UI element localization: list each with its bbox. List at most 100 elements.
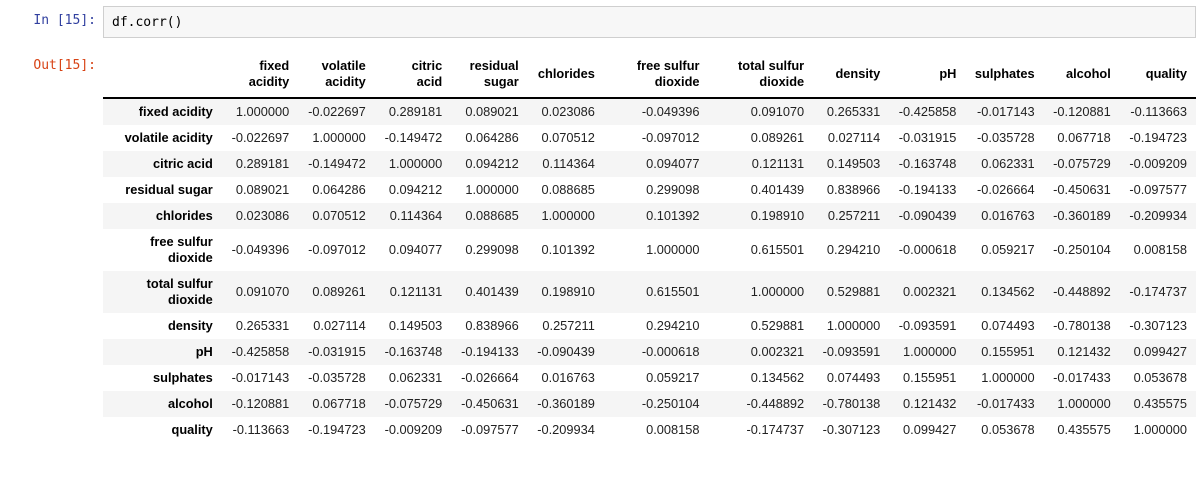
column-header-label: sulphates — [974, 66, 1035, 81]
table-cell: 0.059217 — [646, 370, 700, 385]
table-cell: -0.017433 — [1053, 370, 1111, 385]
table-cell: -0.017143 — [231, 370, 290, 385]
table-cell: 0.062331 — [388, 370, 443, 385]
table-cell: -0.194723 — [308, 422, 366, 437]
row-label-text: volatile acidity — [124, 130, 213, 145]
table-cell: 0.615501 — [750, 242, 805, 257]
row-label: quality — [103, 417, 222, 443]
output-prompt: Out[15]: — [33, 58, 96, 73]
table-cell: 1.000000 — [981, 370, 1035, 385]
code-editor[interactable]: df.corr() — [103, 6, 1196, 38]
table-cell: 0.101392 — [646, 208, 700, 223]
table-row: sulphates -0.017143 -0.035728 0.062331 -0.02… — [103, 365, 1196, 391]
row-label-text: total sulfur dioxide — [146, 276, 213, 307]
table-cell: 0.059217 — [981, 242, 1035, 257]
table-cell: 1.000000 — [312, 130, 366, 145]
table-cell: 0.838966 — [465, 318, 519, 333]
table-cell: -0.163748 — [898, 156, 957, 171]
row-label: pH — [103, 339, 222, 365]
correlation-table: fixed acidity volatile acidity citric acid… — [103, 53, 1196, 443]
table-cell: 0.257211 — [542, 318, 595, 333]
table-cell: 0.257211 — [827, 208, 881, 223]
table-cell: -0.035728 — [977, 130, 1035, 145]
table-cell: 0.265331 — [826, 104, 881, 119]
output-cell: Out[15]: fixed acidity volatile acidity ci… — [8, 51, 1196, 443]
table-cell: 0.265331 — [235, 318, 290, 333]
table-cell: 0.094077 — [388, 242, 443, 257]
table-cell: -0.194723 — [1129, 130, 1187, 145]
table-row: free sulfur dioxide -0.049396 -0.097012 0.0… — [103, 229, 1196, 271]
table-cell: -0.113663 — [1130, 104, 1187, 119]
table-cell: 0.121432 — [1057, 344, 1111, 359]
table-cell: -0.026664 — [461, 370, 519, 385]
table-cell: 0.074493 — [981, 318, 1035, 333]
table-cell: 0.008158 — [646, 422, 700, 437]
table-cell: -0.017433 — [977, 396, 1035, 411]
row-label: chlorides — [103, 203, 222, 229]
table-cell: 0.134562 — [750, 370, 805, 385]
table-cell: 0.289181 — [235, 156, 290, 171]
column-header-label: alcohol — [1066, 66, 1111, 81]
column-header-label: chlorides — [537, 66, 595, 81]
table-cell: -0.097012 — [641, 130, 700, 145]
table-cell: 0.134562 — [981, 284, 1035, 299]
table-cell: -0.425858 — [231, 344, 290, 359]
column-header-label: pH — [939, 66, 957, 81]
table-cell: -0.026664 — [977, 182, 1035, 197]
table-cell: -0.780138 — [822, 396, 881, 411]
column-header: fixed acidity — [221, 53, 299, 99]
table-body: fixed acidity 1.000000 -0.022697 0.289181 0.… — [103, 98, 1196, 443]
table-cell: 0.149503 — [826, 156, 881, 171]
table-cell: -0.360189 — [537, 396, 595, 411]
table-row: residual sugar 0.089021 0.064286 0.094212 1.… — [103, 177, 1196, 203]
row-label-text: alcohol — [167, 396, 213, 411]
table-cell: 0.094077 — [646, 156, 700, 171]
table-cell: -0.097012 — [308, 242, 366, 257]
table-cell: -0.090439 — [898, 208, 957, 223]
table-cell: 0.155951 — [981, 344, 1035, 359]
table-cell: 0.016763 — [541, 370, 595, 385]
table-cell: -0.017143 — [977, 104, 1035, 119]
column-header-label: density — [835, 66, 881, 81]
column-header: chlorides — [527, 53, 604, 99]
table-cell: -0.194133 — [898, 182, 957, 197]
table-cell: 0.094212 — [388, 182, 443, 197]
table-cell: 0.149503 — [388, 318, 443, 333]
table-cell: 0.838966 — [826, 182, 881, 197]
table-cell: 1.000000 — [1133, 422, 1187, 437]
table-cell: 0.064286 — [465, 130, 519, 145]
table-row: pH -0.425858 -0.031915 -0.163748 -0.194133 -0… — [103, 339, 1196, 365]
table-cell: 0.016763 — [981, 208, 1035, 223]
table-cell: 0.099427 — [1133, 344, 1187, 359]
column-header-label: free sulfur dioxide — [636, 58, 700, 89]
table-cell: 0.435575 — [1057, 422, 1111, 437]
table-cell: 1.000000 — [750, 284, 805, 299]
table-cell: -0.000618 — [898, 242, 957, 257]
table-cell: 0.053678 — [981, 422, 1035, 437]
column-header-label: residual sugar — [469, 58, 519, 89]
table-cell: 0.074493 — [826, 370, 881, 385]
table-cell: 0.299098 — [465, 242, 519, 257]
table-row: alcohol -0.120881 0.067718 -0.075729 -0.4506… — [103, 391, 1196, 417]
table-cell: 0.070512 — [312, 208, 366, 223]
column-header: volatile acidity — [298, 53, 375, 99]
column-header-label: volatile acidity — [321, 58, 366, 89]
table-cell: -0.780138 — [1053, 318, 1111, 333]
table-cell: 0.067718 — [1057, 130, 1111, 145]
table-cell: 0.401439 — [465, 284, 519, 299]
column-header-label: quality — [1145, 66, 1187, 81]
table-cell: -0.174737 — [746, 422, 805, 437]
input-prompt: In [15]: — [33, 13, 96, 28]
table-cell: 0.064286 — [312, 182, 366, 197]
table-cell: 0.289181 — [388, 104, 443, 119]
row-label-text: citric acid — [153, 156, 213, 171]
table-cell: -0.031915 — [308, 344, 366, 359]
table-cell: 0.089021 — [465, 104, 519, 119]
table-cell: -0.022697 — [308, 104, 366, 119]
row-label: sulphates — [103, 365, 222, 391]
table-cell: 0.435575 — [1133, 396, 1187, 411]
table-cell: -0.031915 — [898, 130, 957, 145]
table-cell: 0.121131 — [751, 156, 805, 171]
table-cell: 0.070512 — [541, 130, 595, 145]
